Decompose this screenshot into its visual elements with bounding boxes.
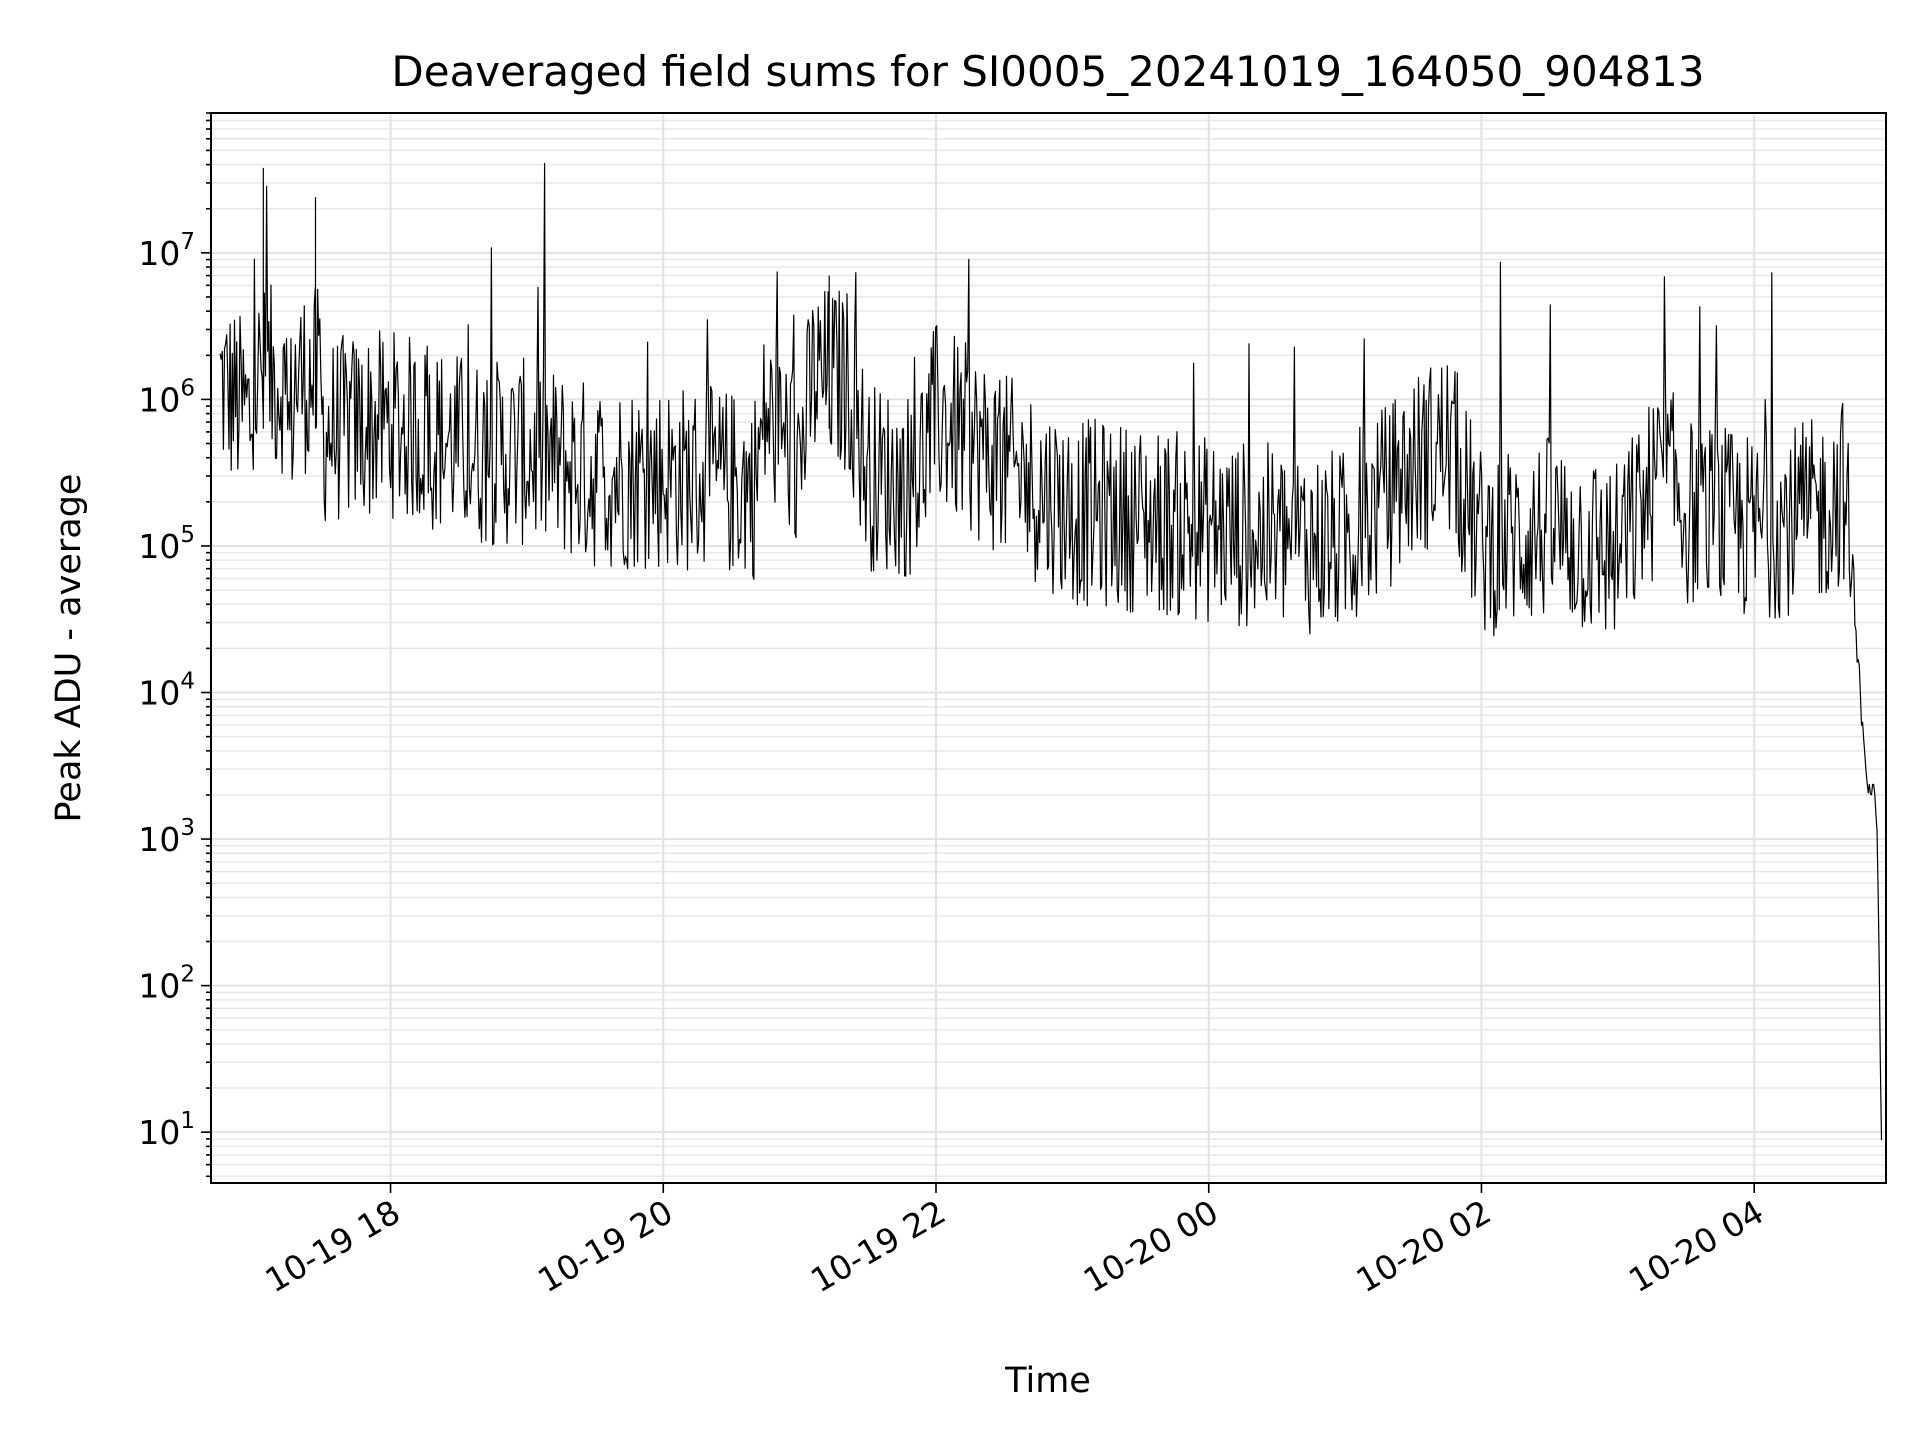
series-line	[219, 162, 1883, 1141]
y-tick-label: 105	[138, 522, 195, 566]
grid	[211, 112, 1886, 1183]
y-tick-label: 106	[138, 375, 195, 419]
y-tick-label: 101	[138, 1108, 195, 1152]
y-tick-label: 103	[138, 815, 195, 859]
x-axis-label: Time	[1004, 1361, 1091, 1401]
y-tick-label: 104	[138, 669, 195, 713]
y-tick-label: 107	[138, 229, 195, 273]
chart-title: Deaveraged field sums for SI0005_2024101…	[391, 47, 1704, 96]
y-axis-label: Peak ADU - average	[49, 474, 89, 823]
y-tick-labels: 101 102 103 104 105 106 107	[138, 229, 195, 1152]
y-tick-label: 102	[138, 962, 195, 1006]
axis-ticks	[201, 112, 1755, 1193]
